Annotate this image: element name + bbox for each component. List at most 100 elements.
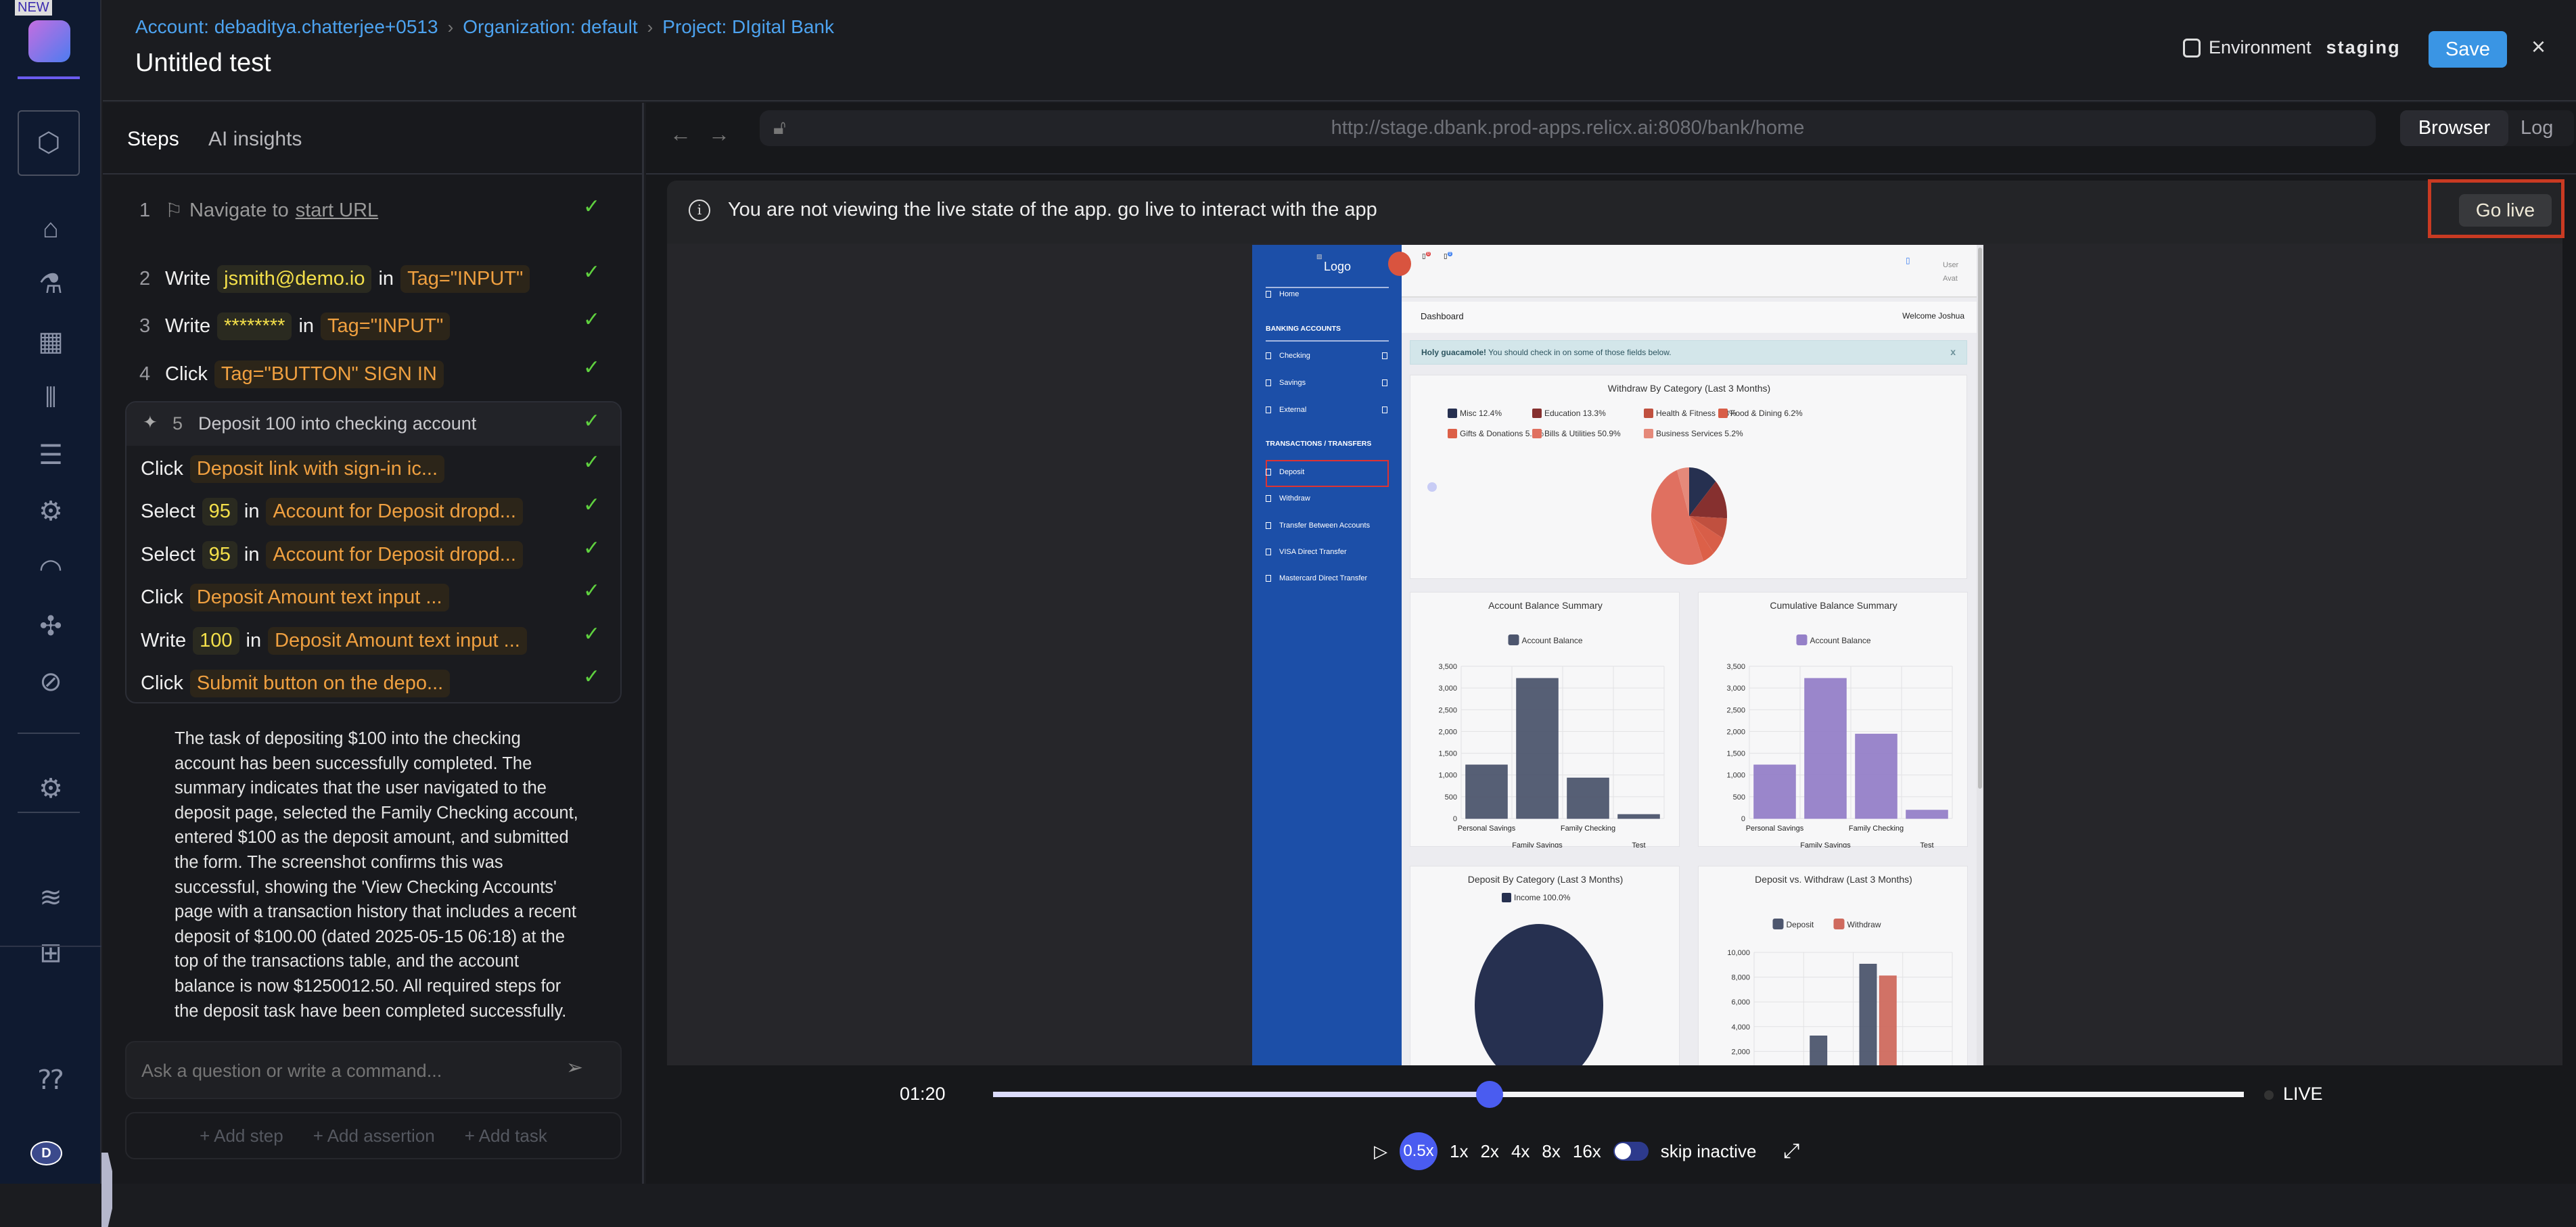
nav-transfer[interactable]: Transfer Between Accounts: [1266, 522, 1370, 530]
speed-2x[interactable]: 2x: [1480, 1140, 1499, 1161]
legend-label: Bills & Utilities 50.9%: [1544, 429, 1621, 438]
collapse-panel-handle[interactable]: [101, 1153, 112, 1227]
nav-checking[interactable]: Checking: [1266, 352, 1387, 360]
speed-16x[interactable]: 16x: [1572, 1140, 1601, 1161]
step-3[interactable]: 3 Write ******** in Tag="INPUT": [139, 312, 451, 340]
columns-icon[interactable]: ⫴: [45, 383, 57, 413]
live-indicator[interactable]: LIVE: [2283, 1084, 2323, 1104]
speed-0.5x[interactable]: 0.5x: [1400, 1132, 1438, 1170]
nav-tests-button[interactable]: ⬡: [18, 110, 80, 176]
pie-slice: [1651, 469, 1704, 565]
app-scrollbar[interactable]: [1977, 245, 1983, 1065]
task-header[interactable]: ✦ 5 Deposit 100 into checking account ✓: [127, 402, 620, 446]
step-target: Tag="INPUT": [400, 265, 530, 293]
panel-tabs: Steps AI insights: [103, 103, 644, 175]
command-input[interactable]: ➢: [125, 1041, 622, 1099]
back-arrow-icon[interactable]: ←: [670, 122, 691, 146]
step-4[interactable]: 4 Click Tag="BUTTON" SIGN IN: [139, 361, 444, 388]
nav-heading-banking: BANKING ACCOUNTS: [1266, 325, 1341, 333]
help-chat-icon[interactable]: ⁇: [38, 1065, 64, 1095]
nav-savings[interactable]: Savings: [1266, 379, 1387, 387]
start-url-link[interactable]: start URL: [295, 200, 379, 221]
substep[interactable]: Click Deposit Amount text input ...: [141, 584, 449, 611]
add-task-button[interactable]: + Add task: [464, 1125, 547, 1146]
slack-icon[interactable]: ✣: [39, 611, 62, 641]
step-number: 1: [139, 200, 151, 221]
command-input-field[interactable]: [141, 1056, 547, 1086]
y-tick-label: 500: [1445, 793, 1457, 802]
live-dot-icon: [2264, 1090, 2274, 1100]
divider: [18, 812, 80, 813]
environment-label: Environment: [2209, 37, 2312, 57]
alert-close-icon[interactable]: x: [1950, 346, 1956, 357]
add-step-button[interactable]: + Add step: [200, 1125, 283, 1146]
substep[interactable]: Write 100 in Deposit Amount text input ...: [141, 627, 527, 655]
pie-slice: [1689, 467, 1716, 516]
close-icon[interactable]: ×: [2531, 32, 2546, 60]
speed-8x[interactable]: 8x: [1542, 1140, 1561, 1161]
play-icon[interactable]: ▷: [1374, 1140, 1387, 1161]
layers-gear-icon[interactable]: ≋: [39, 883, 62, 912]
step-1[interactable]: 1 ⚐ Navigate to start URL: [139, 199, 378, 223]
nav-mastercard-transfer[interactable]: Mastercard Direct Transfer: [1266, 574, 1367, 582]
messages-icon[interactable]: ▯ 0: [1444, 252, 1453, 260]
breadcrumb-project[interactable]: Project: DIgital Bank: [662, 16, 834, 37]
legend-swatch: [1718, 409, 1728, 418]
link-icon[interactable]: ⊘: [39, 667, 62, 697]
page-title[interactable]: Untitled test: [135, 49, 271, 77]
legend-swatch: [1833, 919, 1845, 929]
substep[interactable]: Select 95 in Account for Deposit dropd...: [141, 541, 523, 569]
step-in: in: [244, 544, 260, 565]
user-avatar[interactable]: D: [30, 1141, 62, 1165]
url-bar[interactable]: 🔓︎ http://stage.dbank.prod-apps.relicx.a…: [760, 110, 2376, 146]
check-icon: ✓: [583, 308, 601, 331]
substep[interactable]: Select 95 in Account for Deposit dropd...: [141, 498, 523, 526]
menu-toggle-button[interactable]: [1388, 252, 1411, 276]
list-check-icon[interactable]: ☰: [39, 440, 63, 470]
breadcrumb-account[interactable]: Account: debaditya.chatterjee+0513: [135, 16, 438, 37]
breadcrumb-organization[interactable]: Organization: default: [463, 16, 638, 37]
step-number: 4: [139, 363, 151, 385]
radar-icon[interactable]: ◠: [39, 554, 63, 584]
speed-4x[interactable]: 4x: [1511, 1140, 1530, 1161]
step-2[interactable]: 2 Write jsmith@demo.io in Tag="INPUT": [139, 265, 530, 293]
nav-deposit[interactable]: Deposit: [1266, 468, 1304, 476]
app-logo[interactable]: Logo: [1324, 260, 1352, 273]
grid-icon[interactable]: ▦: [38, 327, 64, 356]
nav-visa-transfer[interactable]: VISA Direct Transfer: [1266, 548, 1347, 556]
send-icon[interactable]: ➢: [566, 1057, 584, 1079]
substep[interactable]: Click Submit button on the depo...: [141, 670, 451, 697]
notifications-icon[interactable]: ▯ 0: [1422, 252, 1431, 260]
relicx-logo-icon[interactable]: [28, 20, 70, 62]
add-assertion-button[interactable]: + Add assertion: [313, 1125, 435, 1146]
forward-arrow-icon[interactable]: →: [708, 122, 730, 146]
speed-1x[interactable]: 1x: [1450, 1140, 1469, 1161]
step-target: Account for Deposit dropd...: [266, 498, 523, 526]
home-icon[interactable]: ⌂: [42, 214, 60, 244]
gear-icon[interactable]: ⚙: [39, 496, 63, 526]
timeline-thumb[interactable]: [1476, 1081, 1504, 1108]
substep[interactable]: Click Deposit link with sign-in ic...: [141, 455, 445, 483]
environment-selector[interactable]: Environment staging: [2183, 37, 2401, 58]
hierarchy-gear-icon[interactable]: ⊞: [39, 938, 62, 968]
tab-ai-insights[interactable]: AI insights: [208, 128, 302, 150]
tab-steps[interactable]: Steps: [127, 128, 179, 150]
nav-home[interactable]: Home: [1266, 290, 1299, 298]
skip-inactive-label: skip inactive: [1660, 1140, 1757, 1161]
save-button[interactable]: Save: [2429, 31, 2507, 68]
skip-inactive-toggle[interactable]: [1613, 1142, 1649, 1161]
tab-log[interactable]: Log: [2521, 117, 2554, 139]
nav-external[interactable]: External: [1266, 406, 1387, 414]
sparkle-icon: ✦: [143, 412, 158, 432]
nav-withdraw[interactable]: Withdraw: [1266, 494, 1310, 503]
user-avatar-image[interactable]: User Avat: [1943, 261, 1959, 283]
go-live-button[interactable]: Go live: [2459, 194, 2552, 227]
timeline-track[interactable]: [993, 1081, 2244, 1108]
tab-browser[interactable]: Browser: [2400, 110, 2508, 146]
nav-heading-transactions: TRANSACTIONS / TRANSFERS: [1266, 440, 1372, 448]
settings-square-icon[interactable]: ▯: [1906, 256, 1910, 265]
settings-icon[interactable]: ⚙: [39, 774, 63, 804]
flask-icon[interactable]: ⚗: [39, 269, 63, 299]
divider: [1266, 287, 1389, 288]
fullscreen-icon[interactable]: ⤢: [1783, 1140, 1800, 1162]
